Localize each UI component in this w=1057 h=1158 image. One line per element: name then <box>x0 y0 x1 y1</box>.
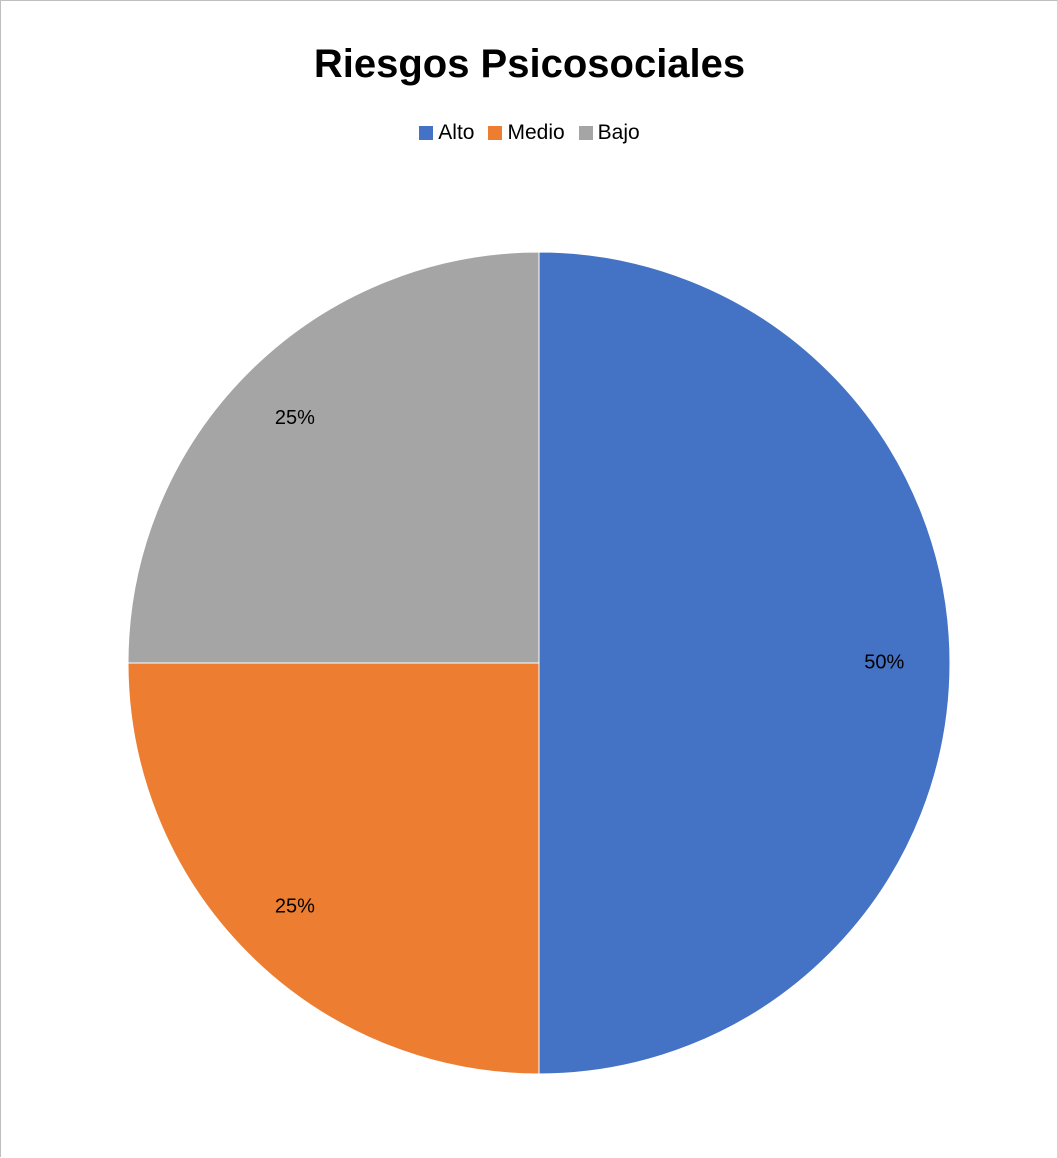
legend-item-bajo: Bajo <box>578 121 640 145</box>
pie-slice-alto <box>538 251 951 1075</box>
data-label-alto: 50% <box>864 651 904 673</box>
legend-item-alto: Alto <box>419 121 474 145</box>
data-label-medio: 25% <box>275 895 315 917</box>
pie-slice-medio <box>127 662 540 1075</box>
legend-swatch-bajo <box>578 126 593 140</box>
legend-swatch-alto <box>419 126 434 140</box>
legend-swatch-medio <box>488 126 503 140</box>
legend-item-medio: Medio <box>488 121 565 145</box>
legend-label-medio: Medio <box>507 121 565 144</box>
pie-slice-bajo <box>127 251 540 664</box>
chart-title: Riesgos Psicosociales <box>313 42 746 86</box>
legend-label-bajo: Bajo <box>597 121 640 144</box>
legend: Alto Medio Bajo <box>1 121 1057 145</box>
legend-label-alto: Alto <box>438 121 475 144</box>
data-label-bajo: 25% <box>275 407 315 429</box>
